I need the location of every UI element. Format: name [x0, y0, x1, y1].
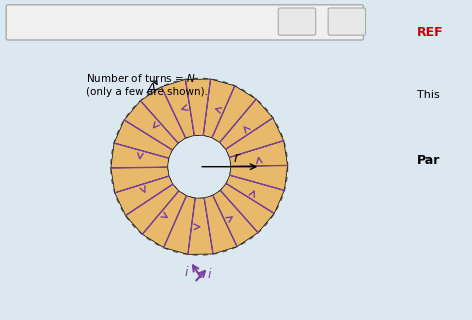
Text: of 1: of 1 — [112, 16, 134, 26]
Text: $i$: $i$ — [207, 267, 212, 281]
Text: ÷: ÷ — [87, 16, 97, 26]
Polygon shape — [204, 195, 237, 254]
Text: REF: REF — [417, 26, 443, 39]
Text: Number of turns = $N$
(only a few are shown).: Number of turns = $N$ (only a few are sh… — [86, 72, 209, 97]
Polygon shape — [164, 196, 195, 254]
Polygon shape — [229, 140, 287, 166]
Polygon shape — [142, 191, 186, 248]
FancyBboxPatch shape — [328, 8, 365, 35]
Polygon shape — [126, 184, 179, 234]
Polygon shape — [111, 167, 169, 193]
Polygon shape — [213, 190, 258, 247]
FancyBboxPatch shape — [278, 8, 316, 35]
Polygon shape — [226, 175, 284, 213]
Polygon shape — [115, 176, 173, 216]
Text: $i$: $i$ — [184, 265, 189, 279]
FancyBboxPatch shape — [6, 5, 363, 40]
Polygon shape — [203, 79, 235, 138]
Text: <: < — [294, 14, 304, 27]
Polygon shape — [219, 99, 273, 149]
Text: Par: Par — [417, 154, 440, 167]
Polygon shape — [220, 183, 274, 233]
Polygon shape — [185, 79, 211, 135]
Text: $A$: $A$ — [146, 82, 157, 95]
Polygon shape — [114, 120, 172, 158]
Polygon shape — [111, 143, 169, 168]
Polygon shape — [230, 165, 287, 190]
Polygon shape — [124, 101, 178, 150]
Text: $r$: $r$ — [233, 151, 241, 165]
Text: Figure 1: Figure 1 — [29, 16, 74, 26]
Text: >: > — [344, 14, 354, 27]
Polygon shape — [212, 86, 256, 142]
Polygon shape — [188, 198, 213, 254]
Text: This: This — [417, 90, 439, 100]
Polygon shape — [140, 87, 185, 143]
Polygon shape — [161, 79, 194, 138]
Polygon shape — [226, 118, 284, 157]
